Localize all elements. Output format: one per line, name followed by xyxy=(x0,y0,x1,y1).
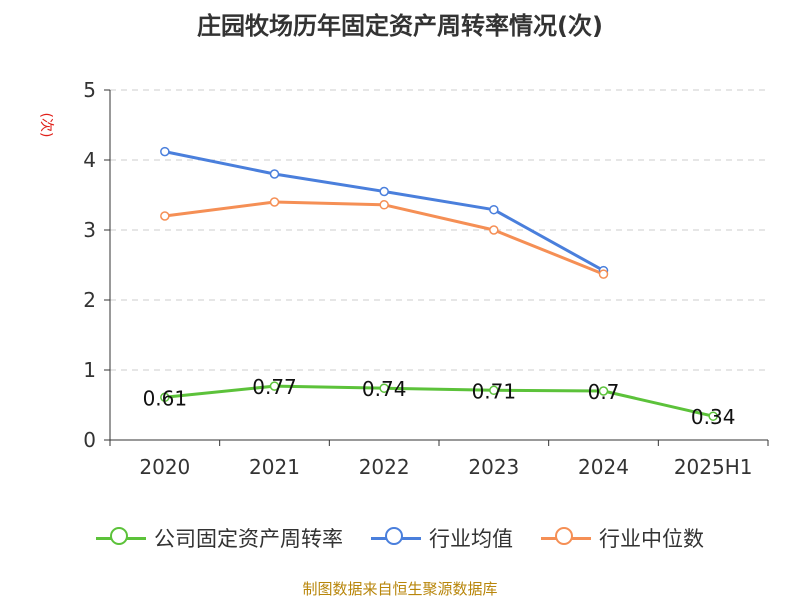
y-tick-label: 3 xyxy=(83,218,96,242)
data-source-note: 制图数据来自恒生聚源数据库 xyxy=(302,580,498,598)
series-point-2 xyxy=(489,225,499,235)
data-label: 0.77 xyxy=(252,375,297,399)
series-point-0 xyxy=(269,381,280,391)
legend-marker xyxy=(541,527,591,549)
series-point-2 xyxy=(598,269,609,279)
legend-label: 公司固定资产周转率 xyxy=(154,527,343,551)
legend-label: 行业中位数 xyxy=(599,527,704,551)
series-point-1 xyxy=(379,186,389,197)
series-line-1 xyxy=(164,150,605,272)
x-tick-label: 2020 xyxy=(139,455,190,479)
data-label: 0.34 xyxy=(691,405,736,429)
y-tick-label: 1 xyxy=(83,358,96,382)
x-tick-label: 2022 xyxy=(359,455,410,479)
series-line-2 xyxy=(164,200,605,276)
series-point-2 xyxy=(160,211,170,221)
legend-label: 行业均值 xyxy=(429,527,513,551)
legend-item: 行业均值 xyxy=(371,523,513,553)
chart-legend: 公司固定资产周转率 行业均值 行业中位数 xyxy=(0,518,800,558)
legend-item: 公司固定资产周转率 xyxy=(96,523,343,553)
series-point-1 xyxy=(269,169,280,179)
series-line-0 xyxy=(164,384,714,418)
series-point-1 xyxy=(489,204,499,215)
y-tick-label: 4 xyxy=(83,148,96,172)
data-label: 0.74 xyxy=(362,377,407,401)
series-point-0 xyxy=(379,383,389,393)
legend-marker xyxy=(96,527,146,549)
chart-title: 庄园牧场历年固定资产周转率情况(次) xyxy=(197,12,603,40)
y-tick-label: 2 xyxy=(83,288,96,312)
x-tick-label: 2024 xyxy=(578,455,629,479)
legend-item: 行业中位数 xyxy=(541,523,704,553)
series-point-0 xyxy=(598,386,609,396)
x-tick-label: 2025H1 xyxy=(674,455,753,479)
y-tick-label: 5 xyxy=(83,78,96,102)
series-point-2 xyxy=(379,200,389,210)
legend-marker xyxy=(371,527,421,549)
y-axis-label: (次) xyxy=(38,113,54,138)
series-point-0 xyxy=(489,385,499,396)
series-point-1 xyxy=(160,146,170,157)
x-tick-label: 2023 xyxy=(468,455,519,479)
series-point-2 xyxy=(269,197,280,207)
data-label: 0.7 xyxy=(588,380,620,404)
y-tick-label: 0 xyxy=(83,428,96,452)
data-label: 0.71 xyxy=(472,379,517,403)
series-point-0 xyxy=(160,392,170,403)
x-tick-label: 2021 xyxy=(249,455,300,479)
series-point-0 xyxy=(708,411,718,421)
data-label: 0.61 xyxy=(143,386,188,410)
